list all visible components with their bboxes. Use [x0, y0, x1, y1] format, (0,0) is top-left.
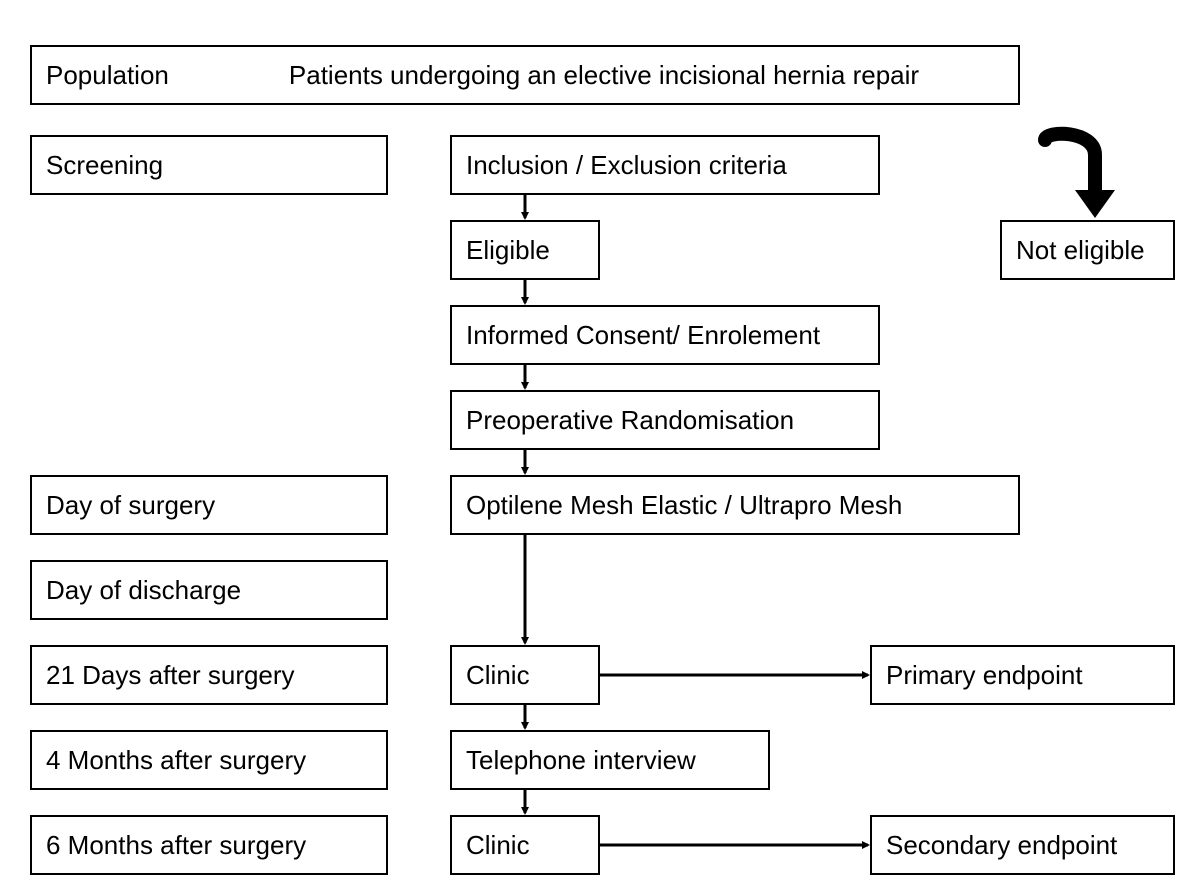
label-m6: 6 Months after surgery — [46, 830, 306, 861]
box-screening: Screening — [30, 135, 388, 195]
label-not-eligible: Not eligible — [1016, 235, 1145, 266]
box-telephone: Telephone interview — [450, 730, 770, 790]
label-day-discharge: Day of discharge — [46, 575, 241, 606]
label-primary: Primary endpoint — [886, 660, 1083, 691]
box-clinic2: Clinic — [450, 815, 600, 875]
box-randomisation: Preoperative Randomisation — [450, 390, 880, 450]
box-criteria: Inclusion / Exclusion criteria — [450, 135, 880, 195]
box-population: Population Patients undergoing an electi… — [30, 45, 1020, 105]
label-population: Population — [46, 60, 169, 91]
label-m4: 4 Months after surgery — [46, 745, 306, 776]
box-eligible: Eligible — [450, 220, 600, 280]
label-clinic2: Clinic — [466, 830, 530, 861]
box-m6: 6 Months after surgery — [30, 815, 388, 875]
box-secondary: Secondary endpoint — [870, 815, 1175, 875]
box-mesh: Optilene Mesh Elastic / Ultrapro Mesh — [450, 475, 1020, 535]
label-day-surgery: Day of surgery — [46, 490, 215, 521]
label-d21: 21 Days after surgery — [46, 660, 295, 691]
box-consent: Informed Consent/ Enrolement — [450, 305, 880, 365]
label-population-desc: Patients undergoing an elective incision… — [289, 60, 919, 91]
box-not-eligible: Not eligible — [1000, 220, 1175, 280]
label-telephone: Telephone interview — [466, 745, 696, 776]
label-randomisation: Preoperative Randomisation — [466, 405, 794, 436]
curved-arrow-icon — [1045, 134, 1115, 218]
box-primary: Primary endpoint — [870, 645, 1175, 705]
label-mesh: Optilene Mesh Elastic / Ultrapro Mesh — [466, 490, 902, 521]
label-eligible: Eligible — [466, 235, 550, 266]
label-screening: Screening — [46, 150, 163, 181]
box-d21: 21 Days after surgery — [30, 645, 388, 705]
flowchart-canvas: Population Patients undergoing an electi… — [0, 0, 1200, 881]
box-clinic1: Clinic — [450, 645, 600, 705]
box-m4: 4 Months after surgery — [30, 730, 388, 790]
box-day-discharge: Day of discharge — [30, 560, 388, 620]
label-consent: Informed Consent/ Enrolement — [466, 320, 820, 351]
label-criteria: Inclusion / Exclusion criteria — [466, 150, 787, 181]
label-clinic1: Clinic — [466, 660, 530, 691]
box-day-surgery: Day of surgery — [30, 475, 388, 535]
label-secondary: Secondary endpoint — [886, 830, 1117, 861]
